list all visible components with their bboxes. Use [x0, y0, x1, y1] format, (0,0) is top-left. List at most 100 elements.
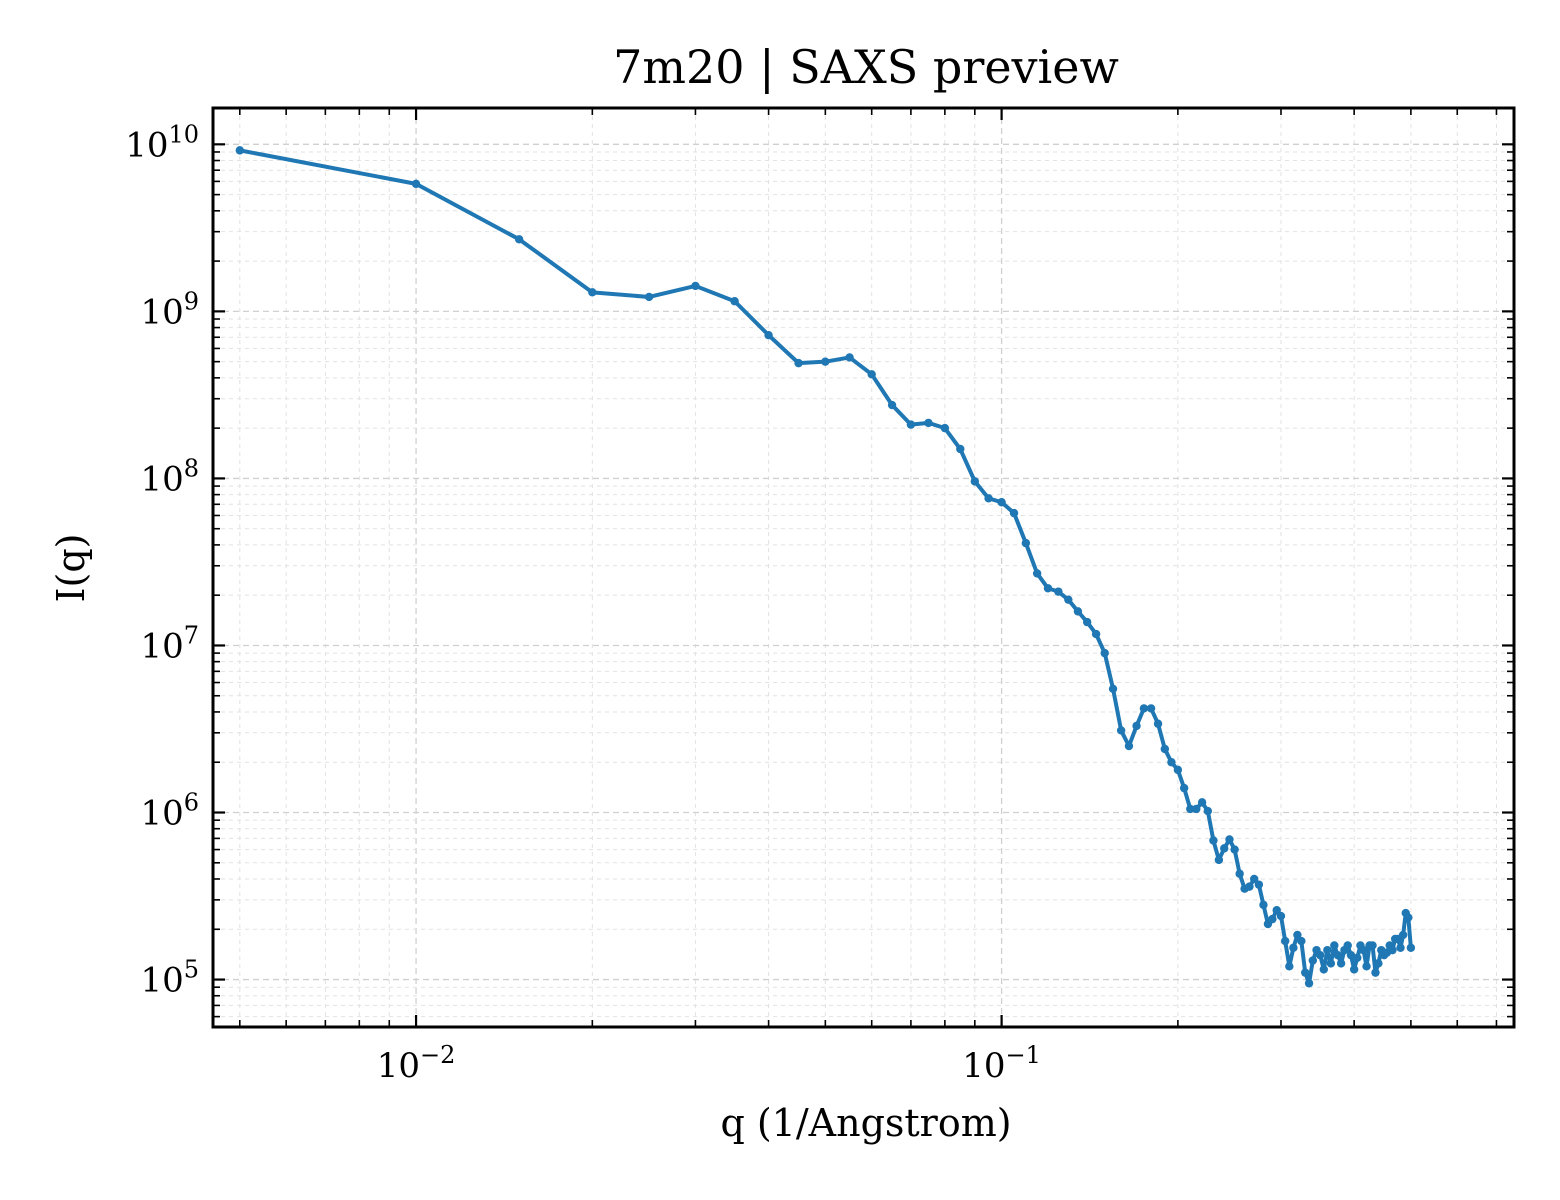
data-point: [411, 179, 421, 189]
data-point: [1319, 965, 1328, 974]
data-point: [1160, 744, 1170, 754]
data-point: [1359, 945, 1368, 955]
data-point: [1249, 874, 1259, 884]
data-point: [1167, 758, 1176, 767]
data-point: [1091, 629, 1101, 639]
data-point: [956, 444, 965, 454]
data-point: [845, 353, 854, 362]
data-point: [1245, 882, 1254, 891]
data-point: [1021, 538, 1031, 548]
data-point: [1388, 945, 1397, 955]
data-point: [1225, 835, 1234, 844]
y-tick-label: 109: [140, 287, 199, 332]
data-point: [1132, 721, 1141, 731]
y-axis-label: I(q): [49, 534, 93, 603]
data-point: [1272, 906, 1281, 915]
data-point: [1192, 804, 1201, 814]
x-tick-label: 10−1: [962, 1041, 1041, 1086]
data-point: [1346, 950, 1356, 960]
data-point: [1124, 741, 1134, 751]
y-tick-label: 105: [140, 956, 199, 1001]
data-point: [1146, 704, 1156, 713]
data-point: [1336, 959, 1346, 968]
data-point: [1214, 855, 1224, 865]
data-point: [691, 281, 700, 291]
data-point: [1323, 945, 1332, 955]
data-point: [1043, 584, 1053, 593]
data-point: [1349, 965, 1359, 974]
data-point: [821, 357, 830, 366]
data-point: [1285, 962, 1294, 971]
data-point: [1032, 569, 1042, 578]
y-tick-label: 108: [140, 454, 199, 499]
data-point: [1220, 844, 1229, 853]
y-tick-label: 1010: [125, 120, 199, 165]
data-point: [997, 498, 1006, 507]
data-point: [730, 297, 739, 306]
data-point: [1308, 956, 1318, 965]
data-point: [1326, 959, 1336, 968]
data-point: [940, 423, 950, 433]
axis-ticks: [213, 108, 1514, 1027]
y-tick-label: 107: [140, 621, 199, 666]
plot-frame: [211, 106, 1516, 1029]
data-point: [1108, 684, 1118, 694]
data-point: [1235, 869, 1244, 878]
data-point: [1173, 765, 1183, 775]
data-point: [235, 146, 244, 155]
data-point: [514, 235, 524, 244]
data-point: [1396, 943, 1405, 952]
tick-labels: 10−2 10−1 105 106 107 108 109 1010: [125, 120, 1041, 1086]
data-point: [906, 420, 916, 429]
data-point: [1276, 911, 1286, 921]
data-point: [1259, 900, 1268, 910]
data-point: [588, 288, 597, 297]
data-point: [1289, 943, 1298, 952]
data-point: [1315, 950, 1325, 960]
data-point: [867, 370, 876, 379]
data-point: [1353, 953, 1362, 962]
data-point: [1371, 968, 1380, 977]
data-point: [984, 494, 993, 503]
data-point: [1297, 936, 1306, 946]
data-point: [970, 477, 980, 486]
series-line: [239, 148, 1413, 986]
data-point: [1139, 704, 1149, 713]
data-point: [794, 358, 803, 368]
data-point: [1330, 941, 1339, 950]
chart-title: 7m20 | SAXS preview: [613, 40, 1119, 94]
data-point: [1304, 979, 1314, 988]
data-point: [1398, 930, 1408, 940]
data-point: [1374, 959, 1383, 968]
y-tick-label: 106: [140, 789, 199, 834]
data-point: [1082, 617, 1092, 627]
data-point: [924, 418, 933, 428]
data-point: [1009, 508, 1019, 518]
data-point: [644, 292, 654, 302]
data-point: [1064, 595, 1073, 604]
data-point: [1362, 962, 1371, 971]
x-axis-label: q (1/Angstrom): [720, 1101, 1011, 1145]
x-tick-label: 10−2: [377, 1041, 456, 1086]
data-point: [1343, 941, 1352, 950]
series-layer: [235, 146, 1416, 988]
data-point: [1293, 930, 1302, 940]
data-point: [764, 331, 773, 340]
data-point: [1301, 968, 1310, 977]
data-point: [1209, 836, 1218, 845]
data-point: [1179, 783, 1189, 793]
data-point: [1197, 798, 1207, 807]
data-point: [1368, 941, 1377, 950]
data-point: [1333, 950, 1342, 960]
data-point: [1404, 913, 1413, 922]
data-point: [1406, 943, 1416, 952]
data-point: [1054, 587, 1063, 596]
data-point: [1280, 936, 1290, 946]
data-point: [1100, 648, 1109, 658]
data-point: [1254, 880, 1264, 889]
data-point: [1268, 914, 1277, 924]
grid-lines: [213, 108, 1514, 1027]
data-point: [1153, 719, 1163, 728]
